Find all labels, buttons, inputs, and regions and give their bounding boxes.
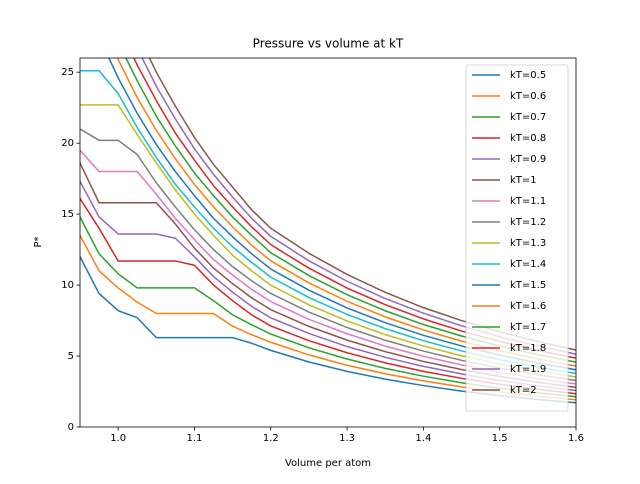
legend-label: kT=1.2 [510, 217, 546, 228]
legend-label: kT=1.4 [510, 259, 546, 270]
legend-label: kT=2 [510, 385, 537, 396]
legend-label: kT=0.6 [510, 91, 546, 102]
legend-label: kT=0.7 [510, 112, 546, 123]
y-axis-label: P* [33, 236, 44, 247]
x-tick-label: 1.5 [492, 433, 508, 444]
legend-label: kT=1 [510, 175, 537, 186]
legend-box [465, 64, 569, 412]
legend-label: kT=1.8 [510, 343, 546, 354]
x-tick-label: 1.3 [339, 433, 355, 444]
data-line [80, 104, 576, 378]
legend-label: kT=0.9 [510, 154, 546, 165]
x-tick-label: 1.4 [415, 433, 431, 444]
y-tick-label: 20 [61, 138, 74, 149]
data-line [80, 215, 576, 398]
data-line [80, 128, 576, 382]
legend: kT=0.5 kT=0.6 kT=0.7 kT=0.8 kT=0.9 kT=1 kT=1.1… [465, 64, 569, 412]
legend-label: kT=0.8 [510, 133, 546, 144]
data-line [116, 58, 576, 367]
y-tick-label: 5 [68, 351, 74, 362]
chart-title: Pressure vs volume at kT [253, 37, 404, 51]
legend-label: kT=1.1 [510, 196, 546, 207]
plot-frame [79, 57, 577, 428]
data-line [141, 58, 576, 355]
data-line [80, 149, 576, 385]
x-axis-label: Volume per atom [285, 458, 371, 469]
y-tick-label: 15 [61, 209, 74, 220]
x-tick-label: 1.1 [187, 433, 203, 444]
legend-label: kT=1.7 [510, 322, 546, 333]
legend-label: kT=1.5 [510, 280, 546, 291]
data-line [80, 255, 576, 404]
legend-label: kT=1.3 [510, 238, 546, 249]
x-tick-label: 1.0 [110, 433, 126, 444]
legend-label: kT=1.9 [510, 364, 546, 375]
y-tick-label: 0 [68, 422, 74, 433]
data-line [80, 234, 576, 401]
data-line [148, 58, 576, 351]
y-tick-label: 10 [61, 280, 74, 291]
y-tick-label: 25 [61, 67, 74, 78]
data-line [108, 58, 576, 371]
legend-label: kT=1.6 [510, 301, 546, 312]
x-tick-label: 1.6 [568, 433, 584, 444]
data-line [80, 70, 576, 375]
axes: 1.0 1.1 1.2 1.3 1.4 1.5 1.6 0 5 10 15 20 25 [61, 57, 584, 444]
data-line [80, 180, 576, 392]
legend-label: kT=0.5 [510, 70, 546, 81]
x-tick-label: 1.2 [263, 433, 279, 444]
data-line [133, 58, 576, 359]
data-line [125, 58, 576, 363]
plot-lines [80, 58, 576, 404]
data-line [80, 162, 576, 389]
data-line [80, 197, 576, 395]
